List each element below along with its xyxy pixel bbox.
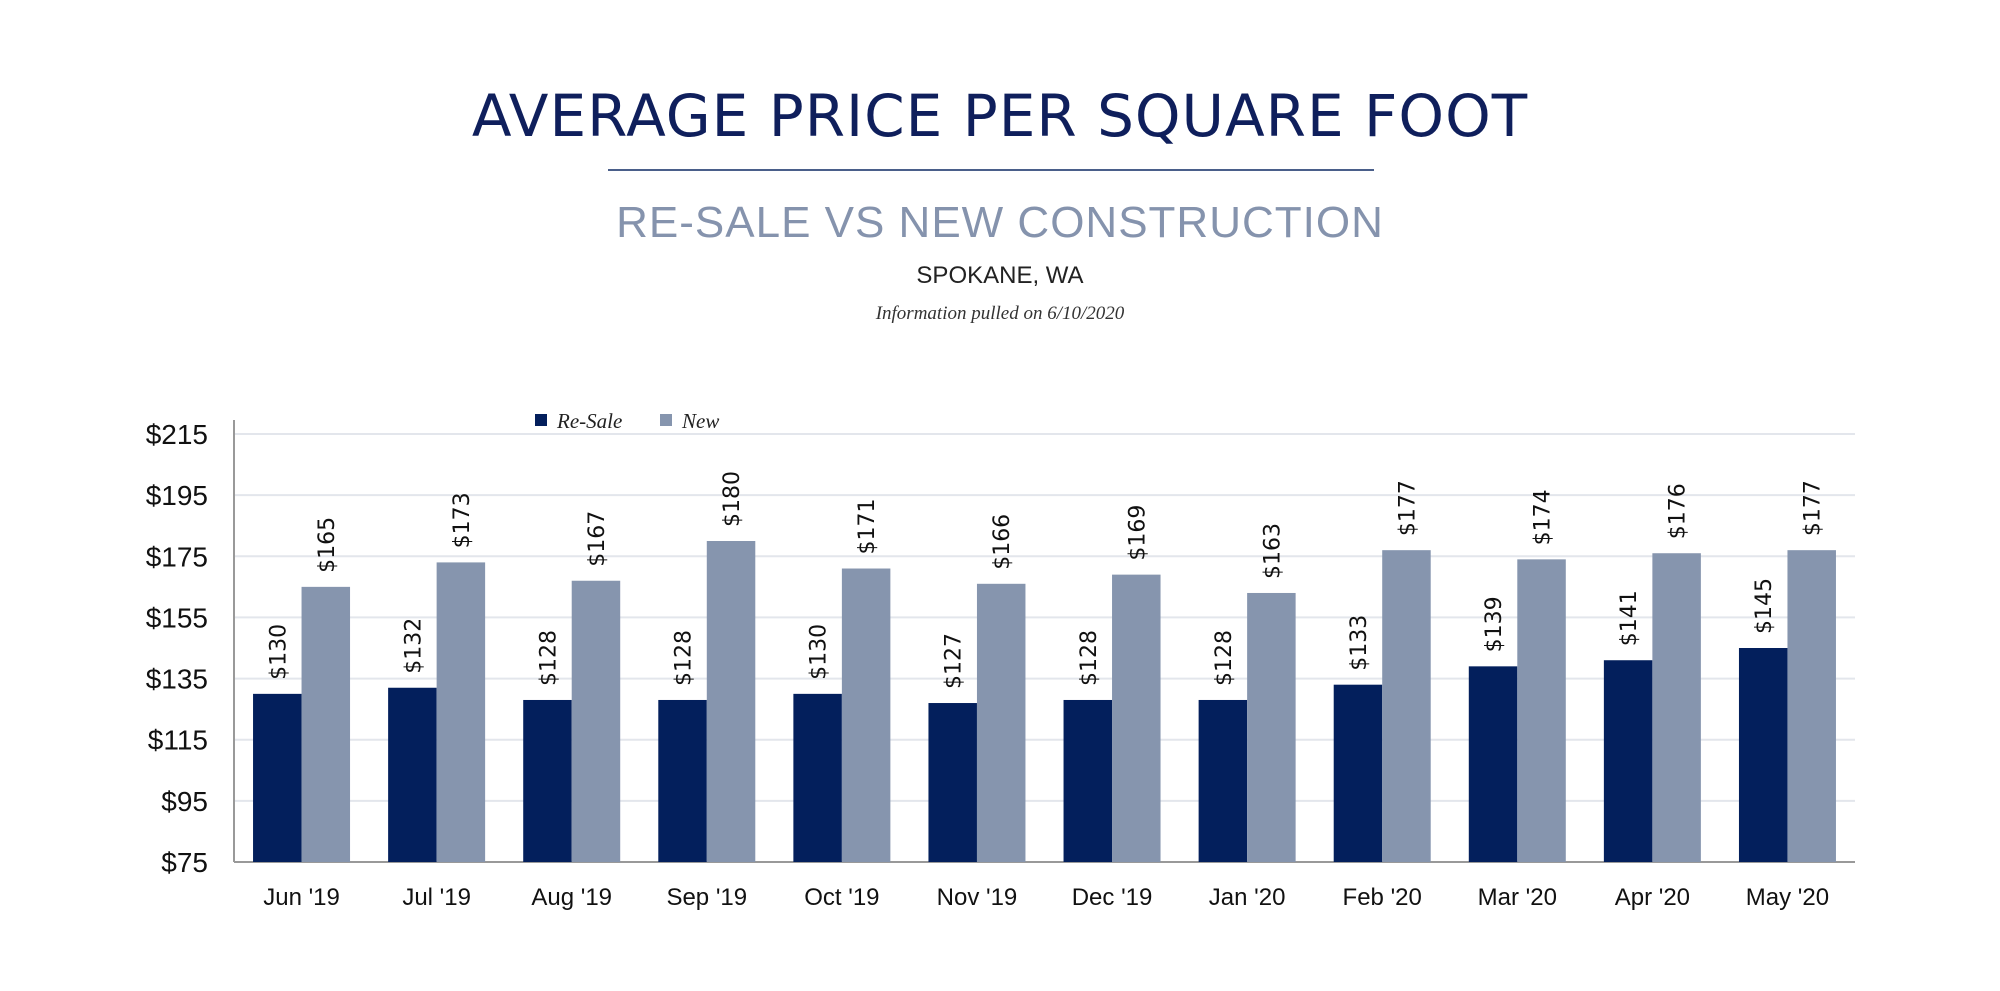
data-label: $130 — [807, 624, 832, 680]
x-tick-label: Feb '20 — [1343, 884, 1422, 911]
bar-new — [436, 562, 486, 862]
bar-re-sale — [793, 693, 842, 862]
data-label: $128 — [1077, 630, 1102, 686]
data-label: $139 — [1482, 596, 1507, 652]
bar-re-sale — [1738, 648, 1788, 862]
data-label: $171 — [855, 499, 880, 555]
y-tick-label: $115 — [148, 725, 208, 756]
bar-re-sale — [1603, 660, 1653, 862]
title-divider — [608, 169, 1374, 171]
x-tick-label: Jun '19 — [263, 884, 340, 911]
bar-new — [841, 568, 891, 862]
bar-new — [1517, 559, 1566, 862]
data-label: $127 — [942, 633, 967, 689]
data-label: $177 — [1395, 480, 1420, 536]
x-tick-label: Jan '20 — [1209, 884, 1286, 911]
data-label: $177 — [1801, 480, 1826, 536]
legend-label: New — [681, 409, 719, 433]
data-label: $165 — [315, 517, 340, 573]
location-label: SPOKANE, WA — [916, 262, 1084, 289]
bar-new — [976, 583, 1026, 862]
bar-new — [706, 541, 756, 862]
data-label: $141 — [1617, 590, 1642, 646]
data-label: $128 — [1212, 630, 1237, 686]
data-label: $130 — [266, 624, 291, 680]
x-tick-label: Oct '19 — [804, 884, 879, 911]
x-tick-label: Jul '19 — [402, 884, 471, 911]
y-tick-label: $95 — [161, 786, 208, 817]
x-tick-label: Dec '19 — [1072, 884, 1153, 911]
x-tick-label: May '20 — [1746, 884, 1829, 911]
bar-new — [1112, 574, 1161, 862]
data-label: $132 — [401, 618, 426, 674]
legend-label: Re-Sale — [556, 409, 622, 433]
bar-re-sale — [523, 699, 572, 862]
y-tick-label: $195 — [146, 480, 208, 511]
info-note: Information pulled on 6/10/2020 — [875, 303, 1125, 324]
bar-re-sale — [388, 687, 437, 862]
bar-new — [1382, 550, 1431, 862]
chart-subtitle: RE-SALE VS NEW CONSTRUCTION — [616, 198, 1384, 247]
x-tick-label: Apr '20 — [1615, 884, 1690, 911]
data-label: $180 — [720, 471, 745, 527]
data-label: $128 — [536, 630, 561, 686]
y-tick-label: $175 — [146, 541, 208, 572]
bar-re-sale — [1063, 699, 1113, 862]
y-tick-label: $135 — [146, 664, 208, 695]
y-tick-label: $155 — [146, 602, 208, 633]
bar-re-sale — [253, 693, 302, 862]
x-tick-label: Aug '19 — [531, 884, 612, 911]
data-label: $128 — [672, 630, 697, 686]
data-label: $163 — [1260, 523, 1285, 579]
bar-new — [1247, 592, 1296, 862]
x-tick-label: Nov '19 — [937, 884, 1018, 911]
bar-re-sale — [1198, 699, 1248, 862]
data-label: $174 — [1531, 489, 1556, 545]
bar-re-sale — [658, 699, 707, 862]
bar-new — [301, 586, 351, 862]
y-tick-label: $215 — [146, 419, 208, 450]
data-label: $173 — [450, 492, 475, 548]
data-label: $176 — [1666, 483, 1691, 539]
bar-re-sale — [1468, 666, 1518, 862]
bar-new — [1652, 553, 1701, 862]
y-tick-label: $75 — [161, 847, 208, 878]
data-label: $166 — [990, 514, 1015, 570]
bar-re-sale — [1333, 684, 1383, 862]
chart-title: AVERAGE PRICE PER SQUARE FOOT — [471, 82, 1529, 150]
data-label: $169 — [1125, 505, 1150, 561]
data-label: $167 — [585, 511, 610, 567]
x-tick-label: Sep '19 — [666, 884, 747, 911]
data-label: $145 — [1752, 578, 1777, 634]
bar-re-sale — [928, 703, 977, 862]
x-tick-label: Mar '20 — [1478, 884, 1557, 911]
data-label: $133 — [1347, 615, 1372, 671]
legend-swatch — [660, 414, 672, 426]
bar-new — [1787, 550, 1836, 862]
bar-new — [571, 580, 621, 862]
legend-swatch — [535, 414, 547, 426]
